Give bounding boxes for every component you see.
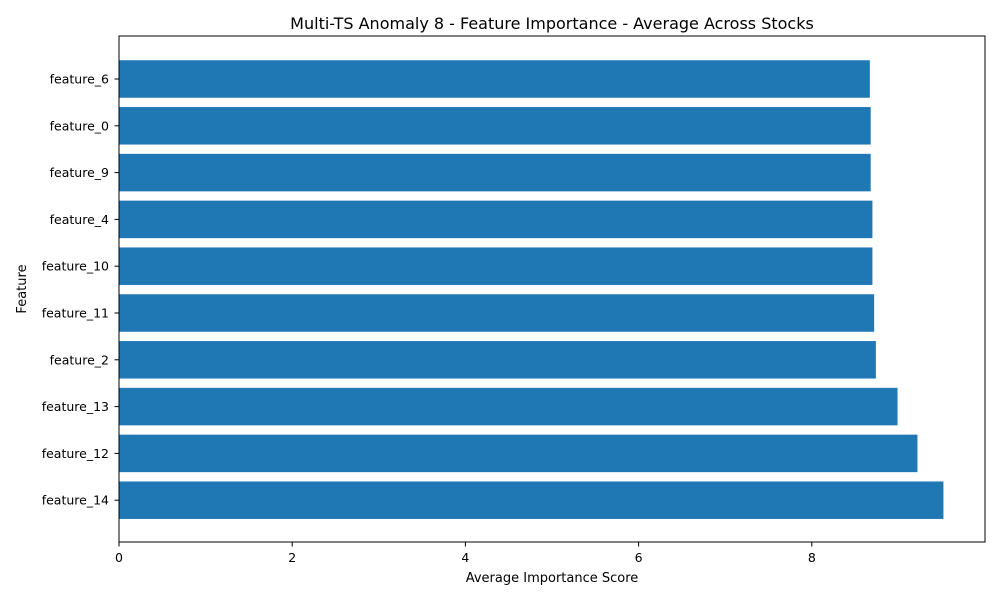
y-tick-label: feature_4 (50, 212, 109, 227)
x-axis-label: Average Importance Score (466, 571, 639, 586)
bar-feature-6 (119, 60, 870, 98)
bar-feature-4 (119, 200, 873, 239)
y-tick-label: feature_13 (42, 399, 109, 414)
y-tick-label: feature_14 (42, 493, 109, 508)
plot-frame (118, 35, 986, 543)
y-tick-label: feature_12 (42, 446, 109, 461)
bar-feature-13 (119, 387, 898, 426)
bar-feature-9 (119, 153, 871, 192)
bar-feature-10 (119, 247, 873, 285)
x-tick-label: 6 (635, 550, 643, 565)
bar-feature-2 (119, 341, 876, 379)
bar-feature-11 (119, 294, 875, 332)
x-tick-label: 0 (115, 550, 123, 565)
bars-group (119, 60, 944, 519)
x-axis-ticks: 0 2 4 6 8 (115, 542, 816, 565)
y-tick-label: feature_11 (42, 306, 109, 321)
bar-feature-14 (119, 481, 944, 519)
y-tick-label: feature_9 (50, 165, 109, 180)
x-tick-label: 4 (461, 550, 469, 565)
x-tick-label: 2 (288, 550, 296, 565)
y-axis-label: Feature (15, 264, 30, 313)
y-tick-label: feature_2 (50, 352, 109, 367)
y-tick-label: feature_6 (50, 72, 109, 87)
bar-feature-0 (119, 107, 871, 145)
y-tick-label: feature_0 (50, 118, 109, 133)
y-tick-label: feature_10 (42, 259, 109, 274)
y-axis-ticks: feature_6 feature_0 feature_9 feature_4feat… (42, 72, 119, 508)
x-tick-label: 8 (808, 550, 816, 565)
bar-feature-12 (119, 434, 918, 473)
chart-title: Multi-TS Anomaly 8 - Feature Importance … (290, 14, 814, 33)
